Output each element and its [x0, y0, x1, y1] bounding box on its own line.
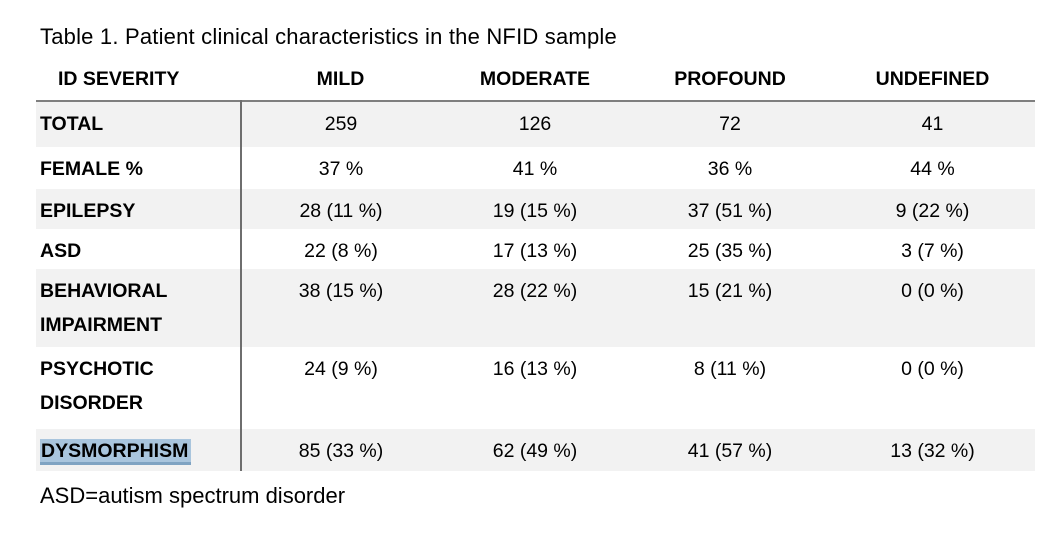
table-cell: 259 [241, 100, 440, 147]
table-cell: 15 (21 %) [687, 280, 773, 302]
table-cell: 16 (13 %) [492, 358, 578, 380]
table-cell: 62 (49 %) [492, 440, 578, 462]
row-label-text: BEHAVIORAL IMPAIRMENT [40, 280, 168, 336]
table-cell: 37 % [318, 158, 364, 180]
header-row: ID SEVERITY MILD MODERATE PROFOUND UNDEF… [36, 58, 1035, 101]
table-row: FEMALE % 37 % 41 % 36 % 44 % [36, 147, 1035, 189]
row-label-cell: BEHAVIORAL IMPAIRMENT [36, 269, 242, 347]
table-cell: 0 (0 %) [901, 280, 964, 302]
column-header-undefined: UNDEFINED [875, 67, 990, 90]
table-row: EPILEPSY 28 (11 %) 19 (15 %) 37 (51 %) 9 (2… [36, 189, 1035, 229]
table-cell: 19 (15 %) [492, 200, 578, 222]
table-cell: 37 (51 %) [687, 200, 773, 222]
row-label-text: EPILEPSY [40, 200, 136, 222]
table-row: PSYCHOTIC DISORDER 24 (9 %) 16 (13 %) 8 (1… [36, 347, 1035, 429]
row-label-cell: TOTAL [36, 100, 242, 147]
table-row: ASD 22 (8 %) 17 (13 %) 25 (35 %) 3 (7 %) [36, 229, 1035, 269]
table-cell: 8 (11 %) [693, 358, 767, 380]
table-cell: 28 (22 %) [492, 280, 578, 302]
column-header-id-severity: ID SEVERITY [58, 67, 180, 90]
table-cell: 44 % [910, 158, 955, 180]
table-body: TOTAL 259 126 72 41 FEMALE % 37 % 41 % 36 % 44… [36, 100, 1035, 471]
row-label-cell: ASD [36, 229, 242, 269]
table-caption: Table 1. Patient clinical characteristic… [40, 24, 617, 49]
table-cell: 41 [830, 100, 1035, 147]
table-cell: 13 (32 %) [890, 440, 975, 462]
row-label-text: DYSMORPHISM [40, 439, 192, 465]
row-label-text: ASD [40, 240, 82, 262]
table-cell: 25 (35 %) [687, 240, 773, 262]
row-label-cell: FEMALE % [36, 147, 242, 189]
table-cell: 85 (33 %) [298, 440, 384, 462]
table-row: TOTAL 259 126 72 41 [36, 100, 1035, 147]
column-header-mild: MILD [316, 67, 365, 90]
table-row: DYSMORPHISM 85 (33 %) 62 (49 %) 41 (57 %) 1… [36, 429, 1035, 471]
table-cell: 9 (22 %) [895, 200, 970, 222]
row-label-cell: PSYCHOTIC DISORDER [36, 347, 242, 429]
table-cell: 36 % [707, 158, 753, 180]
table-cell: 38 (15 %) [298, 280, 384, 302]
table-cell: 3 (7 %) [901, 240, 964, 262]
row-label-cell: EPILEPSY [36, 189, 242, 229]
table-cell: 0 (0 %) [901, 358, 964, 380]
table-cell: 17 (13 %) [492, 240, 578, 262]
table-cell: 41 % [512, 158, 558, 180]
row-label-text: PSYCHOTIC DISORDER [40, 358, 154, 414]
table-cell: 41 (57 %) [687, 440, 773, 462]
table-cell: 24 (9 %) [304, 358, 378, 380]
table-cell: 126 [440, 100, 630, 147]
row-label-cell: DYSMORPHISM [36, 429, 242, 471]
row-label-text: FEMALE % [40, 158, 143, 180]
column-header-profound: PROFOUND [674, 67, 786, 90]
column-header-moderate: MODERATE [479, 67, 591, 90]
table-cell: 72 [630, 100, 830, 147]
clinical-characteristics-table: ID SEVERITY MILD MODERATE PROFOUND UNDEF… [36, 58, 1035, 471]
table-footnote: ASD=autism spectrum disorder [40, 483, 346, 508]
table-row: BEHAVIORAL IMPAIRMENT 38 (15 %) 28 (22 %)… [36, 269, 1035, 347]
row-label-text: TOTAL [40, 113, 104, 135]
table-header: ID SEVERITY MILD MODERATE PROFOUND UNDEF… [36, 58, 1035, 101]
table-cell: 22 (8 %) [304, 240, 378, 262]
table-cell: 28 (11 %) [299, 200, 383, 222]
document-page: Table 1. Patient clinical characteristic… [0, 24, 1062, 509]
